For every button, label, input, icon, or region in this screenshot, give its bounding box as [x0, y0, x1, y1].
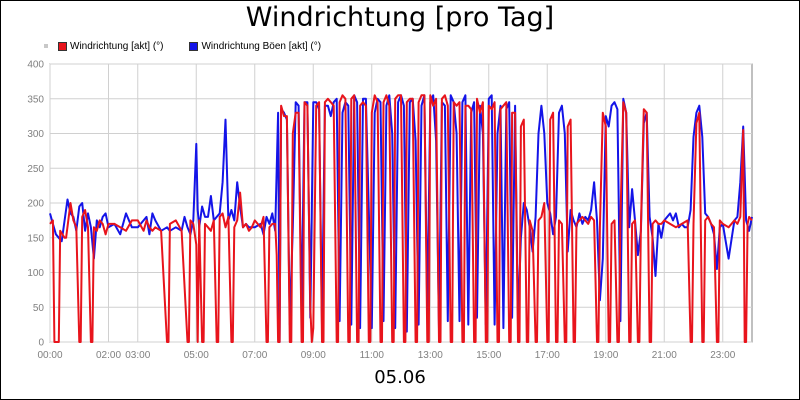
y-tick-label: 150 — [27, 233, 44, 244]
x-tick-label: 07:00 — [242, 350, 267, 361]
series-line-windrichtung — [49, 94, 753, 343]
x-axis: 00:00 02:00 03:00 05:00 07:00 09:00 11:00 13:00… — [37, 350, 735, 361]
y-tick-label: 400 — [27, 60, 44, 71]
x-tick-label: 19:00 — [593, 350, 618, 361]
x-tick-label: 23:00 — [710, 350, 735, 361]
x-tick-label: 21:00 — [652, 350, 677, 361]
y-tick-label: 200 — [27, 199, 44, 210]
legend-item-series-1: Windrichtung [akt] (°) — [58, 41, 163, 52]
y-tick-label: 250 — [27, 164, 44, 175]
legend-label-series-2: Windrichtung Böen [akt] (°) — [201, 40, 322, 52]
legend-swatch-blue-icon — [189, 41, 199, 51]
legend-label-series-1: Windrichtung [akt] (°) — [70, 40, 164, 52]
legend-item-series-2: Windrichtung Böen [akt] (°) — [189, 41, 321, 52]
y-tick-label: 50 — [33, 303, 45, 314]
x-tick-label: 05:00 — [184, 350, 209, 361]
x-tick-label: 09:00 — [301, 350, 326, 361]
series-layer — [49, 94, 753, 343]
chart-title: Windrichtung [pro Tag] — [245, 2, 555, 33]
y-tick-label: 350 — [27, 94, 44, 105]
x-tick-label: 13:00 — [418, 350, 443, 361]
x-tick-label: 11:00 — [360, 350, 385, 361]
x-tick-label: 00:00 — [37, 350, 62, 361]
y-tick-label: 100 — [27, 268, 44, 279]
y-tick-label: 300 — [27, 129, 44, 140]
legend-swatch-red-icon — [58, 41, 67, 51]
y-axis: 0 50 100 150 200 250 300 350 400 — [27, 60, 44, 349]
x-tick-label: 17:00 — [535, 350, 560, 361]
y-tick-label: 0 — [38, 338, 44, 349]
x-tick-label: 15:00 — [476, 350, 501, 361]
date-label: 05.06 — [374, 367, 426, 388]
legend: Windrichtung [akt] (°) Windrichtung Böen… — [44, 38, 347, 54]
x-tick-label: 03:00 — [125, 350, 150, 361]
x-tick-label: 02:00 — [96, 350, 121, 361]
legend-marker-icon — [44, 44, 48, 48]
